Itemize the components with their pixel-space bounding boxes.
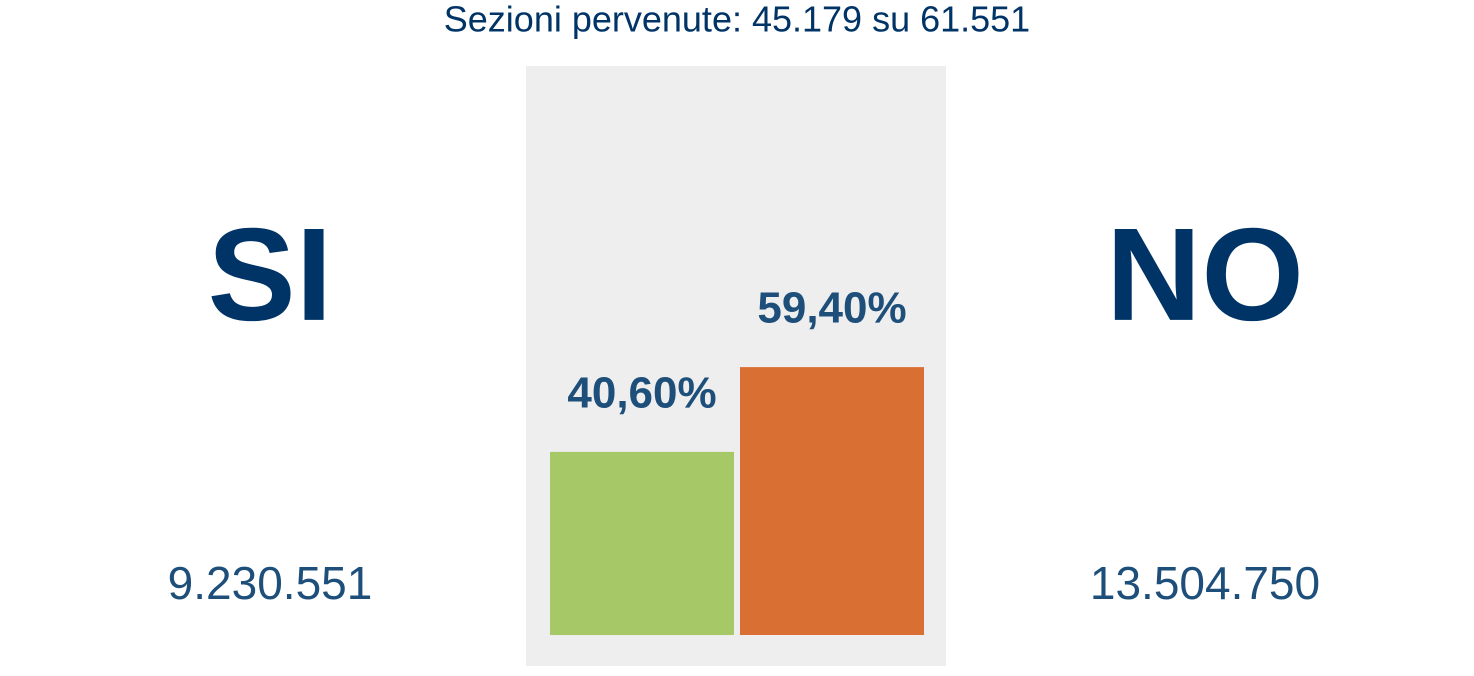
chart-title: Sezioni pervenute: 45.179 su 61.551 xyxy=(444,0,1030,40)
bar xyxy=(550,451,734,635)
value-label: 59,40% xyxy=(757,284,906,333)
category-label: NO xyxy=(1106,201,1304,348)
vote-count: 9.230.551 xyxy=(168,557,373,609)
bar xyxy=(740,367,924,635)
category-label: SI xyxy=(208,201,333,348)
vote-count: 13.504.750 xyxy=(1090,557,1320,609)
value-label: 40,60% xyxy=(567,369,716,418)
